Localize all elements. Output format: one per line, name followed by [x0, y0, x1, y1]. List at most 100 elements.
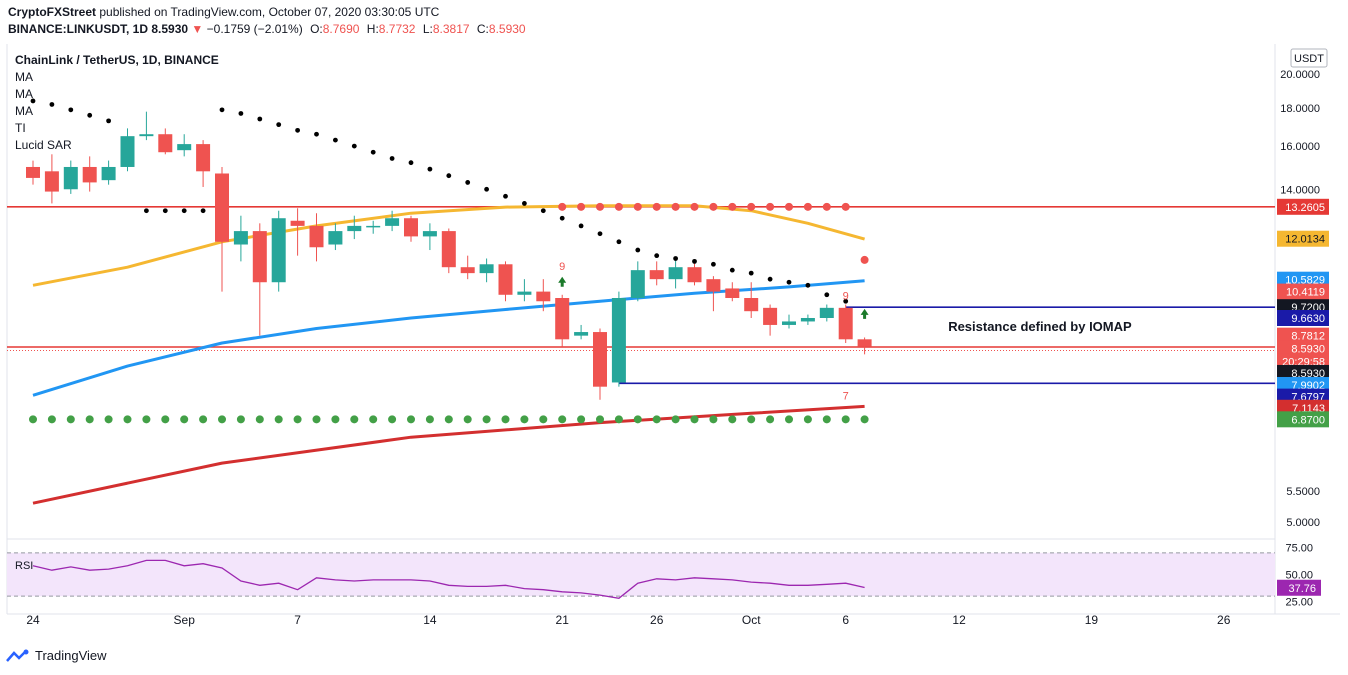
sar-dot: [314, 131, 319, 137]
sar-dot: [408, 160, 414, 166]
legend-item: MA: [15, 87, 33, 101]
candle-body: [441, 231, 456, 268]
support-dot: [463, 415, 472, 424]
candle-body: [536, 291, 551, 302]
candle-body: [177, 144, 192, 151]
sar-dot: [597, 231, 603, 237]
candle-body: [574, 332, 589, 336]
resistance-dot: [728, 202, 737, 211]
support-dot: [312, 415, 321, 424]
support-dot: [728, 415, 737, 424]
sar-dot: [295, 127, 300, 133]
y-tick-label: 20.0000: [1280, 69, 1320, 81]
sar-dot: [578, 223, 584, 229]
sar-dot: [805, 282, 811, 288]
ohlc-open-label: O:: [310, 22, 323, 36]
rsi-line: [32, 559, 865, 599]
candle-body: [611, 298, 626, 383]
support-dot: [47, 415, 56, 424]
sar-dot: [673, 256, 678, 261]
y-tick-label: 5.5000: [1286, 486, 1320, 498]
support-dot: [785, 415, 793, 424]
moving-average-line: [32, 204, 866, 287]
currency-label: USDT: [1294, 53, 1324, 65]
y-tick-label: 5.0000: [1286, 517, 1320, 529]
moving-average-line: [32, 279, 865, 397]
candle-body: [139, 134, 154, 137]
rsi-label: RSI: [15, 560, 33, 572]
sar-dot: [465, 180, 471, 185]
price-label-text: 10.4119: [1286, 287, 1325, 299]
resistance-dot: [671, 202, 680, 211]
ohlc-close: 8.5930: [488, 22, 526, 36]
sar-dot: [219, 107, 225, 113]
candle-body: [517, 291, 532, 295]
price-label-text: 8.5930: [1291, 368, 1325, 380]
support-dot: [803, 415, 812, 424]
price-label-box: [1277, 309, 1329, 326]
support-dot: [841, 415, 850, 424]
price-label-box: [1277, 411, 1329, 428]
rsi-tick-label: 25.00: [1285, 597, 1313, 609]
candle-body: [290, 220, 305, 226]
down-arrow-icon: ▼: [191, 22, 204, 36]
sar-dot: [427, 166, 433, 172]
price-label-box: [1277, 283, 1329, 300]
candle-body: [422, 231, 437, 237]
y-tick-label: 16.0000: [1280, 141, 1320, 153]
support-dot: [85, 415, 94, 424]
support-dot: [444, 415, 453, 424]
sar-dot: [692, 258, 697, 264]
support-dot: [293, 415, 302, 424]
support-dot: [123, 415, 132, 424]
x-tick-label: 26: [650, 613, 664, 627]
candle-body: [328, 231, 343, 245]
support-dot: [29, 415, 37, 424]
candle-body: [668, 267, 683, 280]
candle-body: [44, 171, 59, 192]
price-label-text: 6.8700: [1291, 414, 1325, 426]
candle-body: [215, 173, 229, 242]
resistance-dot: [766, 202, 775, 211]
tradingview-logo-icon: [6, 649, 29, 662]
resistance-dot: [803, 202, 812, 211]
candle-body: [498, 264, 513, 295]
candle-body: [479, 264, 494, 274]
rsi-band: [7, 552, 1275, 597]
candle-body: [63, 166, 78, 190]
price-label-box: [1277, 340, 1329, 357]
price-label-text: 8.5930: [1291, 344, 1325, 356]
candle-body: [347, 225, 362, 232]
price-label-box: [1277, 230, 1329, 247]
candle-body: [555, 298, 570, 340]
candle-body: [763, 307, 778, 325]
sar-dot: [616, 239, 622, 245]
support-dot: [747, 415, 756, 424]
sar-dot: [49, 102, 55, 107]
x-tick-label: 19: [1085, 613, 1099, 627]
candle-body: [460, 267, 475, 274]
support-dot: [331, 415, 340, 424]
support-dot: [633, 415, 642, 424]
ohlc-low-label: L:: [422, 22, 433, 36]
support-dot: [482, 415, 491, 424]
up-arrow-icon: [558, 276, 567, 287]
support-dot: [199, 415, 208, 424]
candle-body: [744, 298, 759, 312]
candle-body: [366, 225, 381, 228]
x-tick-label: 26: [1217, 613, 1231, 627]
support-dot: [709, 415, 718, 424]
sar-dot: [200, 208, 206, 214]
annotation-text: Resistance defined by IOMAP: [948, 319, 1132, 334]
support-dot: [350, 415, 359, 424]
resistance-dot: [690, 202, 699, 211]
legend-item: Lucid SAR: [15, 138, 72, 152]
candle-body: [196, 144, 211, 172]
price-chart[interactable]: 9 9 7 Resistance defined by IOMAP RSI 75.00 5…: [0, 44, 1348, 644]
support-dot: [66, 415, 75, 424]
last-price: 8.5930: [151, 22, 189, 36]
tradingview-logo[interactable]: TradingView: [6, 648, 107, 663]
sar-dot: [30, 98, 36, 104]
sar-dot: [144, 208, 149, 214]
support-dot: [671, 415, 680, 424]
